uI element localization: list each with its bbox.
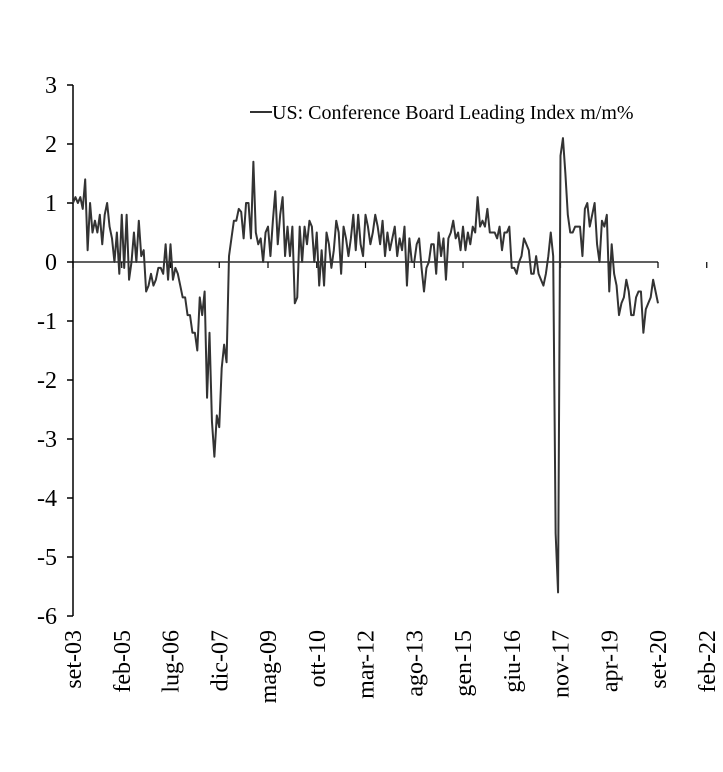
y-tick-label: 0 bbox=[45, 250, 57, 276]
x-tick-label: lug-06 bbox=[159, 630, 185, 693]
x-tick-label: ago-13 bbox=[402, 630, 428, 697]
x-tick-label: apr-19 bbox=[597, 630, 623, 692]
y-tick-label: -2 bbox=[37, 368, 57, 394]
series-line bbox=[72, 137, 659, 594]
y-tick-label: 2 bbox=[45, 132, 57, 158]
x-tick-label: gen-15 bbox=[451, 630, 477, 697]
x-tick-label: feb-05 bbox=[110, 630, 136, 693]
x-tick-label: mag-09 bbox=[256, 630, 282, 703]
y-tick-label: 3 bbox=[45, 73, 57, 99]
y-tick-label: -1 bbox=[37, 309, 57, 335]
y-tick-label: -4 bbox=[37, 486, 57, 512]
y-tick-label: 1 bbox=[45, 191, 57, 217]
legend-label: US: Conference Board Leading Index m/m% bbox=[272, 102, 634, 124]
x-tick-label: dic-07 bbox=[207, 630, 233, 691]
series-lines bbox=[72, 137, 659, 594]
x-tick-label: giu-16 bbox=[500, 630, 526, 693]
x-tick-label: ott-10 bbox=[305, 630, 331, 687]
x-tick-label: set-03 bbox=[61, 630, 87, 689]
x-tick-label: mar-12 bbox=[354, 630, 380, 699]
x-tick-label: nov-17 bbox=[549, 630, 575, 698]
x-tick-label: feb-22 bbox=[695, 630, 721, 693]
x-tick-label: set-20 bbox=[646, 630, 672, 689]
x-axis: set-03 feb-05 lug-06 dic-07 mag-09 ott-10 mar-… bbox=[61, 261, 721, 703]
y-axis: 3 2 1 0 -1 -2 -3 -4 -5 -6 bbox=[37, 73, 74, 630]
legend: US: Conference Board Leading Index m/m% bbox=[250, 102, 634, 124]
y-tick-label: -5 bbox=[37, 545, 57, 571]
y-tick-label: -3 bbox=[37, 427, 57, 453]
y-tick-label: -6 bbox=[37, 604, 57, 630]
